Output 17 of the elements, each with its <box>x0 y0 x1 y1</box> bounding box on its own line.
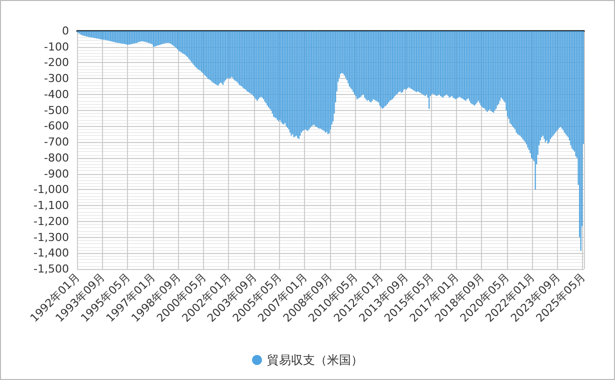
y-tick-label: 0 <box>62 24 69 38</box>
y-tick-label: -1,100 <box>34 199 69 212</box>
y-tick-label: -1,300 <box>34 230 69 244</box>
y-tick-label: -600 <box>44 120 69 133</box>
y-tick-label: -900 <box>44 167 69 180</box>
y-tick-label: -1,200 <box>34 214 69 228</box>
y-tick-label: -1,000 <box>34 183 69 196</box>
y-tick-label: -200 <box>44 56 69 70</box>
y-tick-label: -700 <box>44 136 69 149</box>
y-tick-label: -500 <box>44 104 69 117</box>
y-tick-label: -800 <box>44 151 69 164</box>
legend-label: 貿易収支（米国） <box>267 353 363 367</box>
y-tick-label: -1,500 <box>34 262 69 276</box>
y-tick-label: -100 <box>44 40 69 54</box>
y-tick-label: -300 <box>44 72 69 86</box>
y-tick-label: -400 <box>44 88 69 101</box>
y-tick-label: -1,400 <box>34 246 69 260</box>
